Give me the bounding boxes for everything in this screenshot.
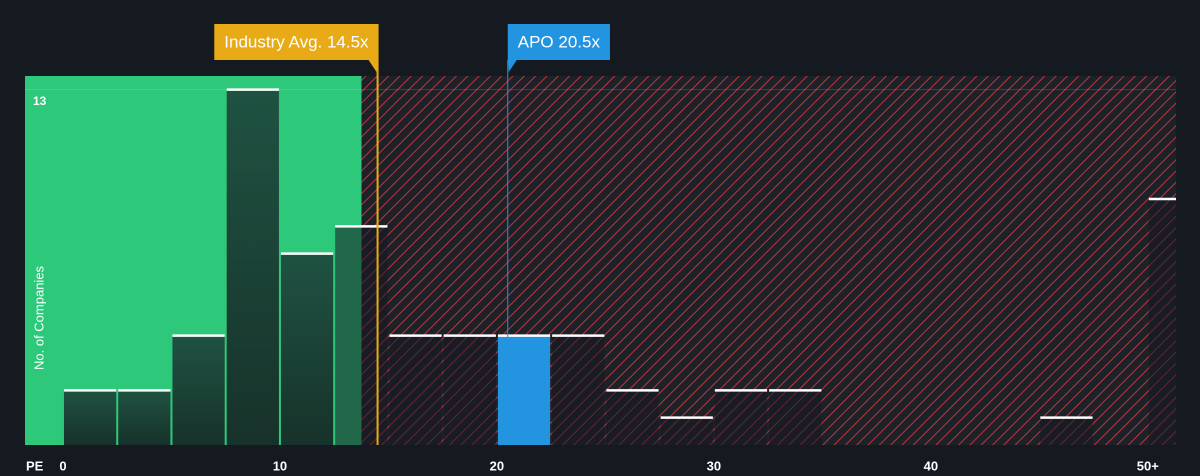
annotation: APO 20.5x — [507, 24, 610, 72]
bar — [1040, 417, 1093, 445]
annotation-label: Industry Avg. 14.5x — [224, 32, 369, 51]
bar — [552, 335, 605, 445]
bar — [497, 335, 551, 445]
x-tick-label: 10 — [273, 458, 287, 473]
bar — [443, 335, 496, 445]
bar — [769, 390, 822, 445]
bar — [389, 335, 442, 445]
background — [25, 76, 1176, 445]
annotation-box — [214, 24, 379, 60]
bar — [1148, 199, 1176, 445]
overvalued-region — [361, 76, 1176, 445]
bar — [172, 335, 225, 445]
bar — [118, 390, 171, 445]
annotation-pointer — [368, 60, 379, 72]
annotation-box — [507, 24, 610, 60]
annotation-label: APO 20.5x — [518, 32, 601, 51]
x-tick-label: 20 — [490, 458, 504, 473]
x-tick-label: 30 — [707, 458, 721, 473]
bar — [660, 417, 713, 445]
bar — [226, 89, 279, 446]
annotation: Industry Avg. 14.5x — [214, 24, 379, 72]
bar — [280, 253, 334, 445]
bar — [606, 390, 659, 445]
bar — [714, 390, 768, 445]
x-tick-label: 50+ — [1137, 458, 1159, 473]
y-axis-label: No. of Companies — [31, 265, 46, 370]
x-tick-label: 0 — [59, 458, 66, 473]
y-tick-label: 13 — [33, 94, 47, 108]
annotation-pointer — [507, 60, 517, 72]
bar — [335, 226, 388, 445]
x-tick-label: 40 — [924, 458, 938, 473]
x-axis-label: PE — [26, 458, 44, 473]
bar — [63, 390, 117, 445]
